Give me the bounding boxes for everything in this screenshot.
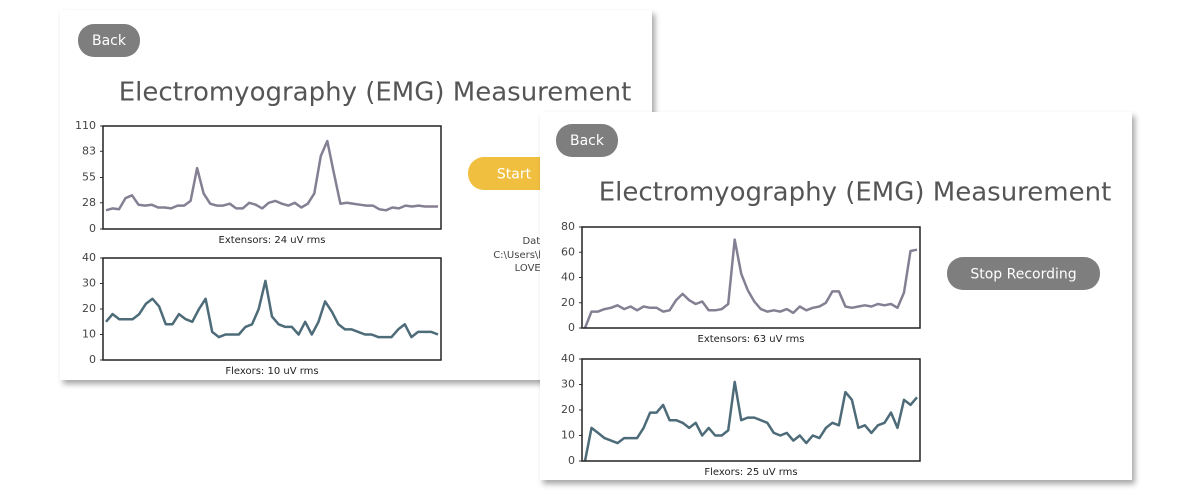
chart-caption: Flexors: 10 uV rms bbox=[225, 366, 318, 377]
back-label: Back bbox=[92, 33, 127, 49]
emg-line bbox=[105, 139, 438, 212]
y-tick-label: 80 bbox=[561, 220, 575, 233]
y-tick-label: 60 bbox=[561, 245, 575, 258]
plot-frame bbox=[102, 257, 442, 361]
record-button[interactable] bbox=[947, 257, 1100, 290]
y-tick-label: 28 bbox=[82, 196, 96, 209]
y-tick-label: 0 bbox=[89, 353, 96, 366]
y-tick-label: 20 bbox=[82, 302, 96, 315]
chart-caption: Extensors: 63 uV rms bbox=[698, 334, 805, 345]
y-tick-label: 40 bbox=[561, 271, 575, 284]
window: Back Electromyography (EMG) Measurement St… bbox=[540, 112, 1132, 480]
y-tick-label: 40 bbox=[82, 251, 96, 264]
back-button[interactable] bbox=[556, 124, 618, 157]
emg-line bbox=[583, 238, 918, 329]
emg-line bbox=[105, 279, 439, 339]
record-button-label: Start bbox=[497, 167, 532, 183]
y-tick-label: 110 bbox=[75, 119, 96, 132]
chart-caption: Flexors: 25 uV rms bbox=[704, 467, 797, 478]
window-title: Electromyography (EMG) Measurement bbox=[599, 178, 1112, 208]
y-tick-label: 30 bbox=[561, 378, 575, 391]
back-label: Back bbox=[570, 133, 605, 149]
y-tick-label: 30 bbox=[82, 277, 96, 290]
window-title: Electromyography (EMG) Measurement bbox=[119, 78, 632, 108]
chart-caption: Extensors: 24 uV rms bbox=[219, 235, 326, 246]
y-tick-label: 83 bbox=[82, 144, 96, 157]
y-tick-label: 0 bbox=[568, 321, 575, 334]
plot-frame bbox=[581, 226, 921, 329]
y-tick-label: 40 bbox=[561, 352, 575, 365]
y-tick-label: 10 bbox=[561, 429, 575, 442]
y-tick-label: 20 bbox=[561, 296, 575, 309]
y-tick-label: 0 bbox=[89, 222, 96, 235]
record-button[interactable] bbox=[468, 157, 560, 190]
emg-line bbox=[583, 380, 918, 462]
window-panel bbox=[540, 112, 1132, 480]
y-tick-label: 0 bbox=[568, 454, 575, 467]
back-button[interactable] bbox=[78, 24, 140, 57]
y-tick-label: 20 bbox=[561, 403, 575, 416]
record-button-label: Stop Recording bbox=[970, 267, 1076, 283]
y-tick-label: 55 bbox=[82, 171, 96, 184]
y-tick-label: 10 bbox=[82, 328, 96, 341]
plot-frame bbox=[102, 125, 442, 230]
plot-frame bbox=[581, 358, 921, 462]
